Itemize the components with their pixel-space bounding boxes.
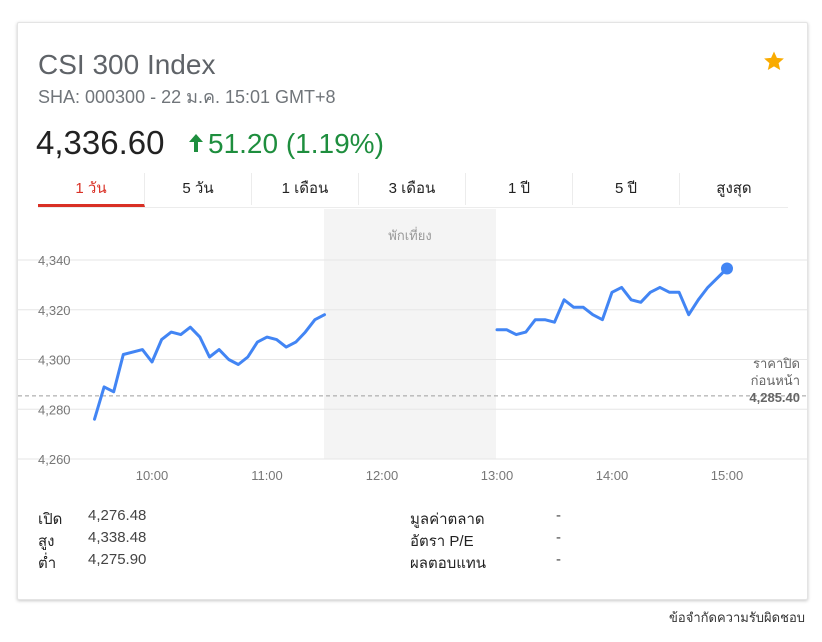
y-tick-label: 4,260 [38, 452, 71, 467]
x-tick-label: 11:00 [251, 468, 283, 483]
y-tick-label: 4,320 [38, 303, 71, 318]
stat-high-value: 4,338.48 [88, 529, 147, 546]
stat-open-label: เปิด [38, 511, 63, 528]
previous-close-value: 4,285.40 [749, 390, 800, 405]
stat-market-cap-label: มูลค่าตลาด [410, 511, 485, 528]
y-axis-labels: 4,340 4,320 4,300 4,280 4,260 [38, 253, 71, 467]
arrow-up-icon [189, 134, 203, 152]
tab-5-years[interactable]: 5 ปี [573, 173, 680, 205]
intraday-chart[interactable]: พักเที่ยง 4,340 4,320 4,300 4,280 4,260 10:0… [18, 209, 807, 499]
previous-close-label-line1: ราคาปิด [753, 356, 800, 371]
star-icon[interactable] [762, 49, 786, 73]
index-subtitle: SHA: 000300 - 22 ม.ค. 15:01 GMT+8 [38, 87, 336, 107]
lunch-break-band [324, 209, 496, 459]
stat-open-value: 4,276.48 [88, 507, 147, 524]
y-tick-label: 4,300 [38, 353, 71, 368]
price-change: 51.20 (1.19%) [208, 128, 384, 159]
x-tick-label: 14:00 [596, 468, 629, 483]
x-tick-label: 15:00 [711, 468, 744, 483]
x-tick-label: 12:00 [366, 468, 399, 483]
tab-1-month[interactable]: 1 เดือน [252, 173, 359, 205]
stat-low-label: ต่ำ [38, 555, 57, 572]
x-axis-labels: 10:00 11:00 12:00 13:00 14:00 15:00 [136, 468, 744, 483]
index-title: CSI 300 Index [38, 49, 216, 80]
disclaimer-link[interactable]: ข้อจำกัดความรับผิดชอบ [669, 610, 805, 625]
y-tick-label: 4,280 [38, 402, 71, 417]
x-tick-label: 10:00 [136, 468, 169, 483]
tab-1-day[interactable]: 1 วัน [38, 173, 145, 207]
last-price-point[interactable] [721, 262, 733, 275]
y-tick-label: 4,340 [38, 253, 71, 268]
current-price: 4,336.60 [36, 124, 165, 161]
price-line-morning [93, 313, 326, 421]
stat-low-value: 4,275.90 [88, 551, 147, 568]
tab-5-days[interactable]: 5 วัน [145, 173, 252, 205]
price-line-afternoon [495, 267, 729, 337]
stat-pe-value: - [556, 529, 561, 546]
stat-yield-value: - [556, 551, 561, 568]
stat-high-label: สูง [38, 533, 55, 550]
tab-3-months[interactable]: 3 เดือน [359, 173, 466, 205]
range-tabs: 1 วัน 5 วัน 1 เดือน 3 เดือน 1 ปี 5 ปี สู… [38, 173, 788, 208]
tab-1-year[interactable]: 1 ปี [466, 173, 573, 205]
lunch-break-label: พักเที่ยง [388, 227, 431, 243]
stat-market-cap-value: - [556, 507, 561, 524]
stat-pe-label: อัตรา P/E [410, 533, 474, 550]
stock-card: CSI 300 Index SHA: 000300 - 22 ม.ค. 15:0… [17, 22, 808, 600]
previous-close-label-line2: ก่อนหน้า [751, 373, 800, 388]
x-tick-label: 13:00 [481, 468, 514, 483]
tab-max[interactable]: สูงสุด [716, 180, 752, 197]
stat-yield-label: ผลตอบแทน [410, 555, 487, 572]
